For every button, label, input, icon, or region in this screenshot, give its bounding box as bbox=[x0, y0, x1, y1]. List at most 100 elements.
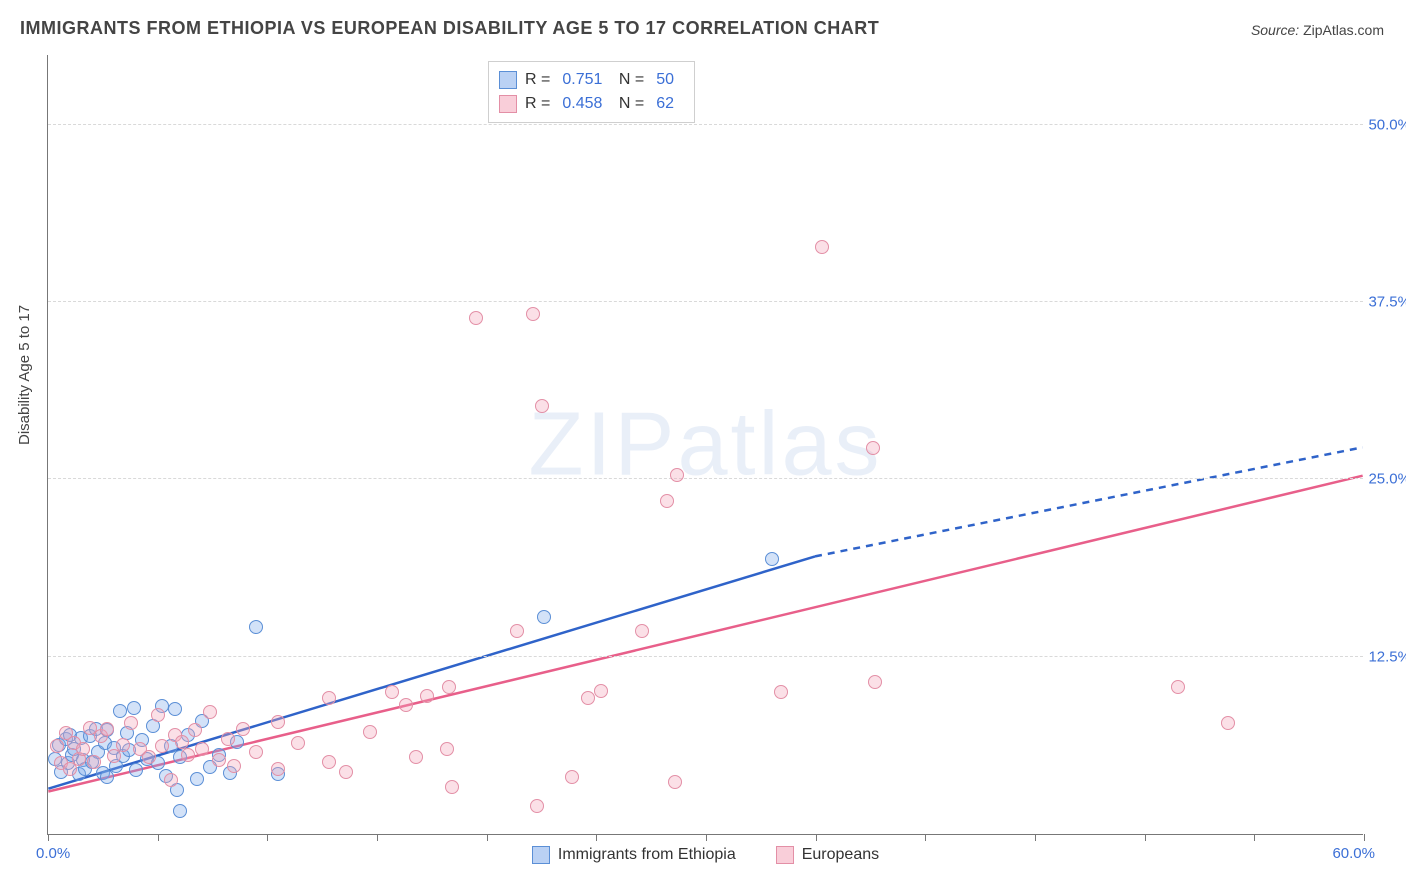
r-value-ethiopia: 0.751 bbox=[562, 68, 602, 92]
data-point-ethiopia bbox=[173, 804, 187, 818]
data-point-europeans bbox=[660, 494, 674, 508]
data-point-europeans bbox=[1221, 716, 1235, 730]
data-point-europeans bbox=[868, 675, 882, 689]
legend-label-ethiopia: Immigrants from Ethiopia bbox=[558, 846, 736, 864]
data-point-europeans bbox=[76, 742, 90, 756]
swatch-blue-icon bbox=[532, 846, 550, 864]
data-point-europeans bbox=[594, 684, 608, 698]
y-tick-label: 37.5% bbox=[1365, 294, 1406, 311]
swatch-blue-icon bbox=[499, 71, 517, 89]
data-point-europeans bbox=[203, 705, 217, 719]
data-point-europeans bbox=[399, 698, 413, 712]
x-tick bbox=[596, 834, 597, 841]
data-point-europeans bbox=[866, 441, 880, 455]
r-value-europeans: 0.458 bbox=[562, 92, 602, 116]
data-point-europeans bbox=[116, 738, 130, 752]
x-tick bbox=[706, 834, 707, 841]
data-point-ethiopia bbox=[249, 620, 263, 634]
x-tick bbox=[1035, 834, 1036, 841]
plot-area: ZIPatlas R = 0.751 N = 50 R = 0.458 N = … bbox=[47, 55, 1363, 835]
gridline bbox=[48, 478, 1363, 479]
data-point-ethiopia bbox=[127, 701, 141, 715]
data-point-europeans bbox=[442, 680, 456, 694]
data-point-europeans bbox=[124, 716, 138, 730]
source-value: ZipAtlas.com bbox=[1303, 22, 1384, 38]
data-point-europeans bbox=[227, 759, 241, 773]
data-point-europeans bbox=[526, 307, 540, 321]
data-point-europeans bbox=[535, 399, 549, 413]
data-point-europeans bbox=[181, 748, 195, 762]
y-tick-label: 12.5% bbox=[1365, 648, 1406, 665]
data-point-europeans bbox=[409, 750, 423, 764]
stat-row-ethiopia: R = 0.751 N = 50 bbox=[499, 68, 678, 92]
x-tick bbox=[1145, 834, 1146, 841]
data-point-europeans bbox=[322, 755, 336, 769]
x-tick bbox=[816, 834, 817, 841]
data-point-europeans bbox=[221, 732, 235, 746]
trend-overlay bbox=[48, 55, 1363, 834]
data-point-europeans bbox=[469, 311, 483, 325]
data-point-europeans bbox=[339, 765, 353, 779]
data-point-europeans bbox=[581, 691, 595, 705]
data-point-europeans bbox=[440, 742, 454, 756]
x-tick bbox=[1364, 834, 1365, 841]
y-tick-label: 25.0% bbox=[1365, 471, 1406, 488]
stat-legend: R = 0.751 N = 50 R = 0.458 N = 62 bbox=[488, 61, 695, 123]
data-point-europeans bbox=[565, 770, 579, 784]
gridline bbox=[48, 124, 1363, 125]
legend-label-europeans: Europeans bbox=[802, 846, 879, 864]
watermark: ZIPatlas bbox=[528, 393, 882, 496]
data-point-europeans bbox=[107, 749, 121, 763]
swatch-pink-icon bbox=[776, 846, 794, 864]
x-axis-min-label: 0.0% bbox=[36, 845, 70, 862]
data-point-europeans bbox=[271, 762, 285, 776]
data-point-ethiopia bbox=[765, 552, 779, 566]
data-point-europeans bbox=[445, 780, 459, 794]
data-point-europeans bbox=[420, 689, 434, 703]
data-point-europeans bbox=[510, 624, 524, 638]
x-tick bbox=[377, 834, 378, 841]
x-tick bbox=[267, 834, 268, 841]
x-tick bbox=[48, 834, 49, 841]
data-point-europeans bbox=[271, 715, 285, 729]
data-point-ethiopia bbox=[100, 770, 114, 784]
data-point-europeans bbox=[50, 739, 64, 753]
gridline bbox=[48, 301, 1363, 302]
data-point-europeans bbox=[774, 685, 788, 699]
data-point-europeans bbox=[670, 468, 684, 482]
data-point-europeans bbox=[142, 750, 156, 764]
x-tick bbox=[1254, 834, 1255, 841]
data-point-europeans bbox=[188, 723, 202, 737]
swatch-pink-icon bbox=[499, 95, 517, 113]
data-point-europeans bbox=[212, 753, 226, 767]
x-tick bbox=[925, 834, 926, 841]
data-point-ethiopia bbox=[168, 702, 182, 716]
data-point-ethiopia bbox=[113, 704, 127, 718]
data-point-europeans bbox=[155, 739, 169, 753]
data-point-europeans bbox=[1171, 680, 1185, 694]
n-value-ethiopia: 50 bbox=[656, 68, 674, 92]
data-point-europeans bbox=[815, 240, 829, 254]
data-point-europeans bbox=[100, 722, 114, 736]
data-point-europeans bbox=[635, 624, 649, 638]
chart-title: IMMIGRANTS FROM ETHIOPIA VS EUROPEAN DIS… bbox=[20, 18, 879, 39]
data-point-europeans bbox=[363, 725, 377, 739]
y-tick-label: 50.0% bbox=[1365, 116, 1406, 133]
data-point-ethiopia bbox=[190, 772, 204, 786]
n-value-europeans: 62 bbox=[656, 92, 674, 116]
data-point-europeans bbox=[322, 691, 336, 705]
data-point-ethiopia bbox=[129, 763, 143, 777]
data-point-europeans bbox=[87, 755, 101, 769]
data-point-europeans bbox=[530, 799, 544, 813]
series-legend: Immigrants from Ethiopia Europeans bbox=[48, 846, 1363, 864]
data-point-europeans bbox=[164, 773, 178, 787]
data-point-europeans bbox=[151, 708, 165, 722]
source-attribution: Source: ZipAtlas.com bbox=[1251, 22, 1384, 38]
y-axis-title: Disability Age 5 to 17 bbox=[16, 305, 33, 445]
legend-item-ethiopia: Immigrants from Ethiopia bbox=[532, 846, 736, 864]
x-tick bbox=[487, 834, 488, 841]
data-point-ethiopia bbox=[537, 610, 551, 624]
x-axis-max-label: 60.0% bbox=[1332, 845, 1375, 862]
data-point-europeans bbox=[236, 722, 250, 736]
data-point-europeans bbox=[291, 736, 305, 750]
